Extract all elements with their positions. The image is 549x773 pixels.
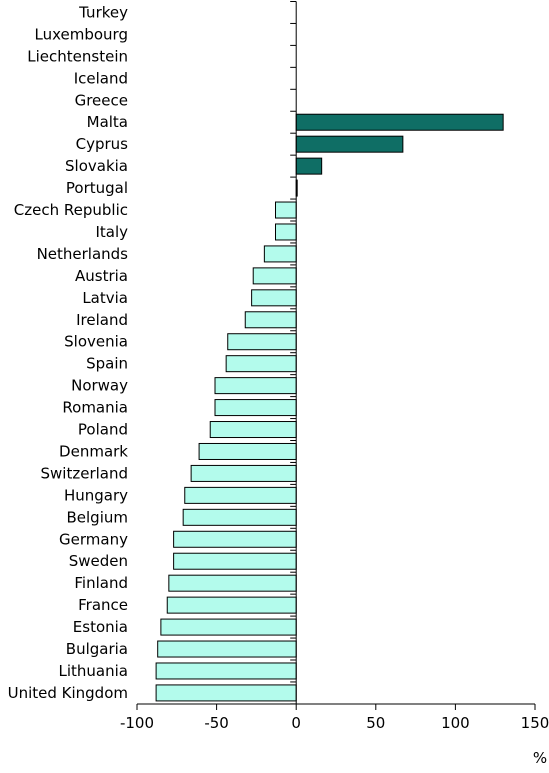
bar-netherlands (263, 245, 297, 263)
category-label-finland: Finland (74, 574, 128, 592)
bar-bulgaria (157, 640, 297, 658)
category-label-luxembourg: Luxembourg (35, 25, 129, 43)
bar-cyprus (295, 135, 404, 153)
x-axis: -100 -50 0 50 100 150 (120, 703, 549, 732)
bar-italy (275, 223, 297, 241)
bar-spain (225, 355, 297, 373)
category-label-spain: Spain (86, 355, 128, 373)
y-axis (290, 1, 297, 705)
bar-france (166, 596, 297, 614)
category-label-slovenia: Slovenia (64, 333, 128, 351)
bar-united-kingdom (155, 684, 297, 702)
bar-austria (252, 267, 297, 285)
category-label-united-kingdom: United Kingdom (8, 684, 128, 702)
category-label-sweden: Sweden (69, 552, 128, 570)
category-label-belgium: Belgium (67, 508, 129, 526)
bar-estonia (160, 618, 297, 636)
x-tick-label: -100 (120, 714, 154, 732)
category-label-hungary: Hungary (64, 486, 128, 504)
bar-latvia (251, 289, 297, 307)
category-label-denmark: Denmark (59, 442, 128, 460)
x-tick-label: -50 (204, 714, 229, 732)
category-label-poland: Poland (78, 421, 128, 439)
bar-czech-republic (275, 201, 297, 219)
category-label-portugal: Portugal (66, 179, 128, 197)
bar-malta (295, 113, 504, 131)
category-label-liechtenstein: Liechtenstein (27, 47, 128, 65)
category-label-norway: Norway (71, 377, 128, 395)
category-label-lithuania: Lithuania (59, 662, 128, 680)
bars-group (155, 113, 504, 702)
bar-hungary (184, 486, 297, 504)
category-label-italy: Italy (95, 223, 128, 241)
category-label-slovakia: Slovakia (65, 157, 128, 175)
category-label-netherlands: Netherlands (37, 245, 129, 263)
category-label-czech-republic: Czech Republic (14, 201, 128, 219)
bar-romania (214, 399, 297, 417)
bar-finland (168, 574, 297, 592)
bar-belgium (182, 508, 297, 526)
x-tick-label: 150 (521, 714, 549, 732)
category-label-malta: Malta (87, 113, 128, 131)
bar-norway (214, 377, 297, 395)
x-tick-label: 0 (291, 714, 301, 732)
category-label-switzerland: Switzerland (41, 464, 129, 482)
category-label-iceland: Iceland (74, 69, 128, 87)
bar-germany (173, 530, 297, 548)
category-label-bulgaria: Bulgaria (66, 640, 128, 658)
category-label-latvia: Latvia (82, 289, 128, 307)
category-label-france: France (78, 596, 128, 614)
bar-slovakia (295, 157, 323, 175)
x-tick-label: 100 (441, 714, 470, 732)
bar-poland (209, 421, 297, 439)
x-tick-label: 50 (366, 714, 385, 732)
bar-sweden (173, 552, 297, 570)
category-label-austria: Austria (75, 267, 128, 285)
category-label-romania: Romania (62, 399, 128, 417)
bar-switzerland (190, 464, 297, 482)
category-labels: Turkey Luxembourg Liechtenstein Iceland Gree… (8, 3, 129, 701)
bar-denmark (198, 442, 297, 460)
category-label-germany: Germany (59, 530, 128, 548)
bar-slovenia (227, 333, 297, 351)
category-label-cyprus: Cyprus (76, 135, 129, 153)
bar-ireland (244, 311, 297, 329)
category-label-greece: Greece (75, 91, 128, 109)
bar-lithuania (155, 662, 297, 680)
x-axis-unit: % (533, 749, 547, 767)
category-label-estonia: Estonia (73, 618, 128, 636)
category-label-turkey: Turkey (78, 3, 128, 21)
category-label-ireland: Ireland (76, 311, 128, 329)
